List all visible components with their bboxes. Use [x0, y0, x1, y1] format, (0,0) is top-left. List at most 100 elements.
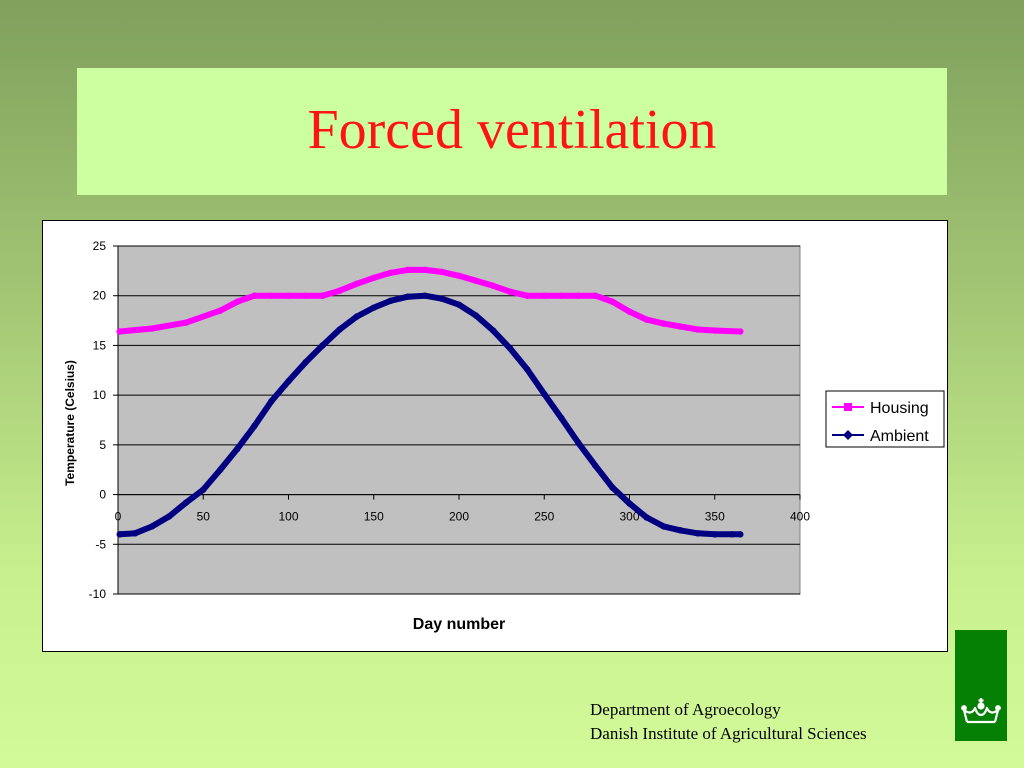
- data-point-ambient: [387, 297, 394, 304]
- legend-label-ambient: Ambient: [870, 428, 929, 445]
- data-point-housing: [694, 326, 701, 333]
- data-point-housing: [387, 269, 394, 277]
- data-point-ambient: [353, 313, 360, 320]
- x-tick-label: 300: [619, 510, 639, 524]
- data-point-housing: [660, 320, 667, 327]
- x-tick-label: 150: [364, 510, 384, 524]
- y-tick-label: 5: [99, 438, 106, 452]
- x-tick-label: 400: [790, 510, 810, 524]
- data-point-housing: [404, 266, 412, 274]
- data-point-housing: [116, 328, 123, 335]
- data-point-ambient: [131, 530, 139, 537]
- slide-title: Forced ventilation: [307, 98, 717, 161]
- data-point-ambient: [183, 499, 190, 506]
- data-point-housing: [370, 274, 377, 282]
- data-point-ambient: [438, 295, 446, 302]
- data-point-ambient: [404, 293, 412, 300]
- data-point-ambient: [148, 523, 156, 530]
- data-point-ambient: [200, 486, 207, 493]
- x-axis-title: Day number: [413, 616, 505, 633]
- crown-logo-icon: [955, 630, 1007, 741]
- y-tick-label: 15: [93, 338, 107, 352]
- data-point-housing: [524, 292, 531, 299]
- data-point-housing: [609, 298, 616, 305]
- data-point-ambient: [541, 390, 548, 398]
- data-point-ambient: [421, 292, 429, 299]
- data-point-ambient: [251, 422, 258, 430]
- data-point-housing: [506, 288, 514, 295]
- y-tick-label: -10: [89, 587, 107, 601]
- data-point-ambient: [455, 301, 463, 308]
- y-tick-label: 20: [93, 289, 107, 303]
- data-point-ambient: [506, 345, 514, 352]
- data-point-housing: [541, 292, 548, 299]
- legend-marker-diamond-icon: [843, 430, 853, 440]
- x-tick-label: 100: [278, 510, 298, 524]
- series-line-housing: [116, 266, 744, 335]
- x-tick-label: 200: [449, 510, 469, 524]
- data-point-housing: [489, 282, 497, 289]
- data-point-housing: [302, 292, 309, 299]
- data-point-housing: [737, 328, 744, 335]
- data-point-ambient: [558, 414, 565, 422]
- data-point-housing: [472, 277, 480, 284]
- data-point-ambient: [268, 397, 275, 405]
- data-point-ambient: [711, 531, 718, 538]
- data-point-housing: [643, 316, 650, 323]
- footer: Department of Agroecology Danish Institu…: [590, 698, 867, 746]
- legend-marker-square-icon: [844, 403, 852, 411]
- data-point-housing: [353, 280, 360, 287]
- data-point-ambient: [116, 531, 123, 538]
- data-point-ambient: [285, 378, 292, 385]
- footer-institute: Danish Institute of Agricultural Science…: [590, 724, 867, 743]
- y-axis-title: Temperature (Celsius): [63, 360, 77, 486]
- data-point-ambient: [165, 513, 173, 520]
- data-point-ambient: [370, 304, 377, 311]
- data-point-housing: [268, 292, 275, 299]
- y-tick-label: -5: [95, 537, 106, 551]
- data-point-ambient: [217, 466, 224, 473]
- y-tick-label: 0: [99, 488, 106, 502]
- x-tick-label: 50: [197, 510, 211, 524]
- legend-label-housing: Housing: [870, 400, 929, 417]
- data-point-ambient: [575, 439, 582, 447]
- data-point-housing: [438, 268, 446, 276]
- data-point-ambient: [302, 359, 309, 366]
- data-point-ambient: [609, 484, 616, 491]
- data-point-housing: [421, 266, 429, 274]
- data-point-housing: [711, 327, 718, 334]
- data-point-ambient: [336, 326, 343, 333]
- data-point-ambient: [737, 531, 744, 538]
- footer-department: Department of Agroecology: [590, 700, 781, 719]
- y-tick-label: 10: [93, 388, 107, 402]
- data-point-ambient: [524, 366, 531, 373]
- data-point-ambient: [660, 523, 667, 530]
- data-point-housing: [285, 292, 292, 299]
- data-point-housing: [558, 292, 565, 299]
- data-point-ambient: [677, 527, 684, 534]
- data-point-housing: [251, 292, 258, 299]
- plot-area: [117, 245, 801, 595]
- data-point-housing: [336, 287, 343, 294]
- x-tick-label: 0: [115, 510, 122, 524]
- chart-frame: 25 20 15 10 5 0 -5 -10 0 50 100 150 200 250 300 350 400 D…: [42, 220, 948, 652]
- data-point-ambient: [592, 462, 599, 469]
- data-point-ambient: [234, 445, 241, 453]
- data-point-ambient: [694, 530, 701, 537]
- data-point-ambient: [472, 312, 480, 319]
- data-point-housing: [148, 325, 156, 332]
- data-point-housing: [217, 307, 224, 314]
- data-point-housing: [575, 292, 582, 299]
- series-line-ambient: [116, 292, 744, 538]
- data-point-housing: [183, 319, 190, 326]
- data-point-housing: [319, 292, 326, 299]
- x-tick-label: 250: [534, 510, 554, 524]
- data-point-ambient: [626, 500, 633, 507]
- data-point-ambient: [319, 342, 326, 349]
- data-point-housing: [677, 323, 684, 330]
- data-point-ambient: [489, 327, 497, 334]
- title-box: Forced ventilation: [77, 68, 947, 195]
- data-point-ambient: [728, 531, 735, 538]
- data-point-housing: [455, 272, 463, 280]
